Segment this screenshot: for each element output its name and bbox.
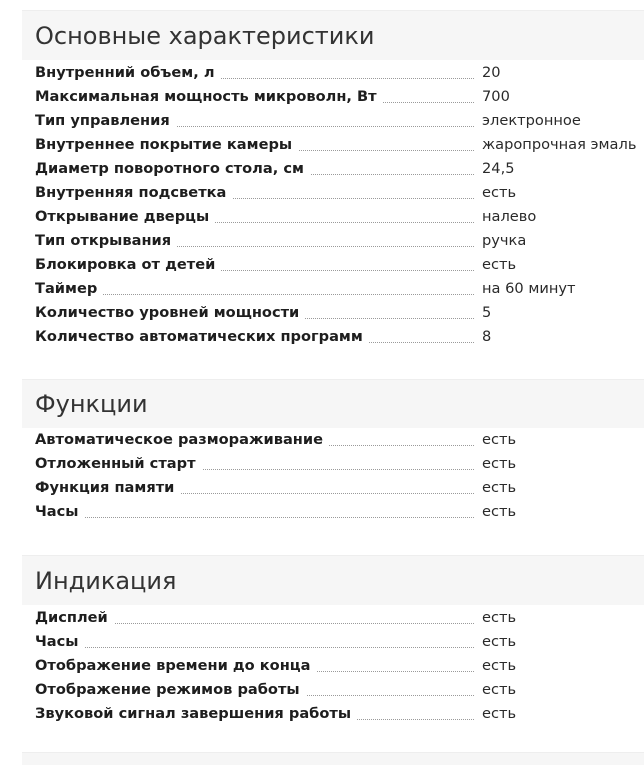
spec-value: есть — [482, 256, 517, 273]
section-title: Основные характеристики — [22, 10, 644, 60]
section-title: Функции — [22, 379, 644, 428]
spec-row: Часы есть — [22, 500, 644, 524]
spec-list: Внутренний объем, л 20 Максимальная мощно… — [22, 61, 644, 349]
spec-label: Функция памяти — [35, 479, 181, 496]
spec-value: есть — [482, 184, 517, 201]
spec-value: 8 — [482, 328, 492, 345]
spec-label: Часы — [35, 503, 85, 520]
spec-label: Открывание дверцы — [35, 208, 216, 225]
spec-value: 700 — [482, 88, 510, 105]
spec-label: Максимальная мощность микроволн, Вт — [35, 88, 383, 105]
spec-label: Внутренний объем, л — [35, 64, 221, 81]
spec-label: Тип управления — [35, 112, 176, 129]
spec-value: на 60 минут — [482, 280, 576, 297]
spec-label: Отображение времени до конца — [35, 657, 317, 674]
spec-row: Отображение времени до конца есть — [22, 654, 644, 678]
specs-section-functions: Функции Автоматическое размораживание ест… — [22, 379, 644, 524]
spec-row: Отображение режимов работы есть — [22, 678, 644, 702]
spec-row: Отложенный старт есть — [22, 452, 644, 476]
spec-row: Внутренняя подсветка есть — [22, 181, 644, 205]
spec-value: есть — [482, 609, 517, 626]
spec-label: Внутренняя подсветка — [35, 184, 233, 201]
spec-value: есть — [482, 431, 517, 448]
spec-value: есть — [482, 455, 517, 472]
spec-value: 5 — [482, 304, 492, 321]
spec-row: Максимальная мощность микроволн, Вт 700 — [22, 85, 644, 109]
specs-section-main: Основные характеристики Внутренний объем… — [22, 10, 644, 349]
spec-list: Автоматическое размораживание есть Отложе… — [22, 428, 644, 524]
spec-row: Автоматическое размораживание есть — [22, 428, 644, 452]
spec-row: Таймер на 60 минут — [22, 277, 644, 301]
next-section-header — [22, 752, 644, 765]
spec-row: Количество уровней мощности 5 — [22, 301, 644, 325]
spec-label: Автоматическое размораживание — [35, 431, 330, 448]
spec-value: есть — [482, 705, 517, 722]
spec-label: Часы — [35, 633, 85, 650]
spec-label: Диаметр поворотного стола, см — [35, 160, 310, 177]
spec-value: есть — [482, 503, 517, 520]
spec-label: Отображение режимов работы — [35, 681, 306, 698]
spec-row: Тип управления электронное — [22, 109, 644, 133]
spec-row: Количество автоматических программ 8 — [22, 325, 644, 349]
spec-row: Дисплей есть — [22, 606, 644, 630]
spec-label: Тип открывания — [35, 232, 178, 249]
spec-row: Открывание дверцы налево — [22, 205, 644, 229]
spec-row: Тип открывания ручка — [22, 229, 644, 253]
spec-row: Диаметр поворотного стола, см 24,5 — [22, 157, 644, 181]
spec-label: Блокировка от детей — [35, 256, 222, 273]
spec-value: налево — [482, 208, 537, 225]
spec-value: есть — [482, 479, 517, 496]
spec-row: Функция памяти есть — [22, 476, 644, 500]
spec-label: Звуковой сигнал завершения работы — [35, 705, 358, 722]
spec-row: Блокировка от детей есть — [22, 253, 644, 277]
specs-section-indication: Индикация Дисплей есть Часы есть Отображен… — [22, 555, 644, 726]
spec-row: Звуковой сигнал завершения работы есть — [22, 702, 644, 726]
spec-value: есть — [482, 681, 517, 698]
spec-label: Количество уровней мощности — [35, 304, 306, 321]
spec-value: ручка — [482, 232, 527, 249]
spec-value: электронное — [482, 112, 581, 129]
spec-row: Внутренний объем, л 20 — [22, 61, 644, 85]
spec-label: Внутреннее покрытие камеры — [35, 136, 299, 153]
spec-label: Отложенный старт — [35, 455, 202, 472]
spec-list: Дисплей есть Часы есть Отображение времени… — [22, 606, 644, 726]
spec-label: Таймер — [35, 280, 104, 297]
spec-row: Внутреннее покрытие камеры жаропрочная эм… — [22, 133, 644, 157]
spec-value: есть — [482, 657, 517, 674]
spec-value: 24,5 — [482, 160, 515, 177]
spec-value: есть — [482, 633, 517, 650]
spec-label: Дисплей — [35, 609, 114, 626]
spec-value: жаропрочная эмаль — [482, 136, 637, 153]
section-title: Индикация — [22, 555, 644, 605]
spec-row: Часы есть — [22, 630, 644, 654]
spec-value: 20 — [482, 64, 501, 81]
spec-label: Количество автоматических программ — [35, 328, 369, 345]
